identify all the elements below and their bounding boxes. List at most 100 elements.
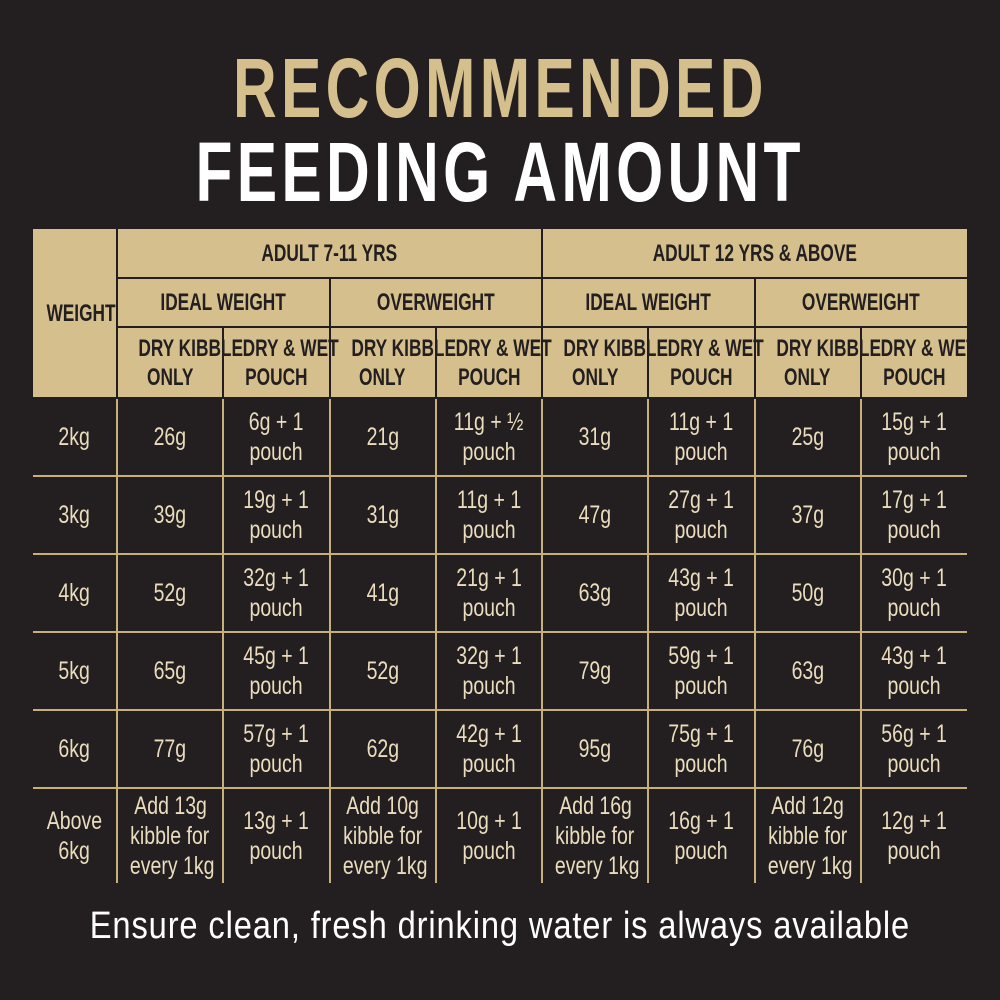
feed-type-header: DRY KIBBLE ONLY: [117, 326, 243, 399]
condition-text: IDEAL WEIGHT: [585, 289, 711, 316]
weight-text: Above: [46, 807, 103, 835]
header-row-condition: IDEAL WEIGHT OVERWEIGHT IDEAL WEIGHT OVERWE…: [33, 277, 968, 328]
header-row-age: WEIGHT ADULT 7-11 YRS ADULT 12 YRS & ABOVE: [33, 229, 968, 399]
feed-type-header: DRY & WET POUCH: [222, 326, 339, 399]
amount-text: 76g: [791, 735, 824, 763]
amount-text: pouch: [462, 837, 516, 865]
amount-text: pouch: [887, 672, 941, 700]
title-line-2: FEEDING AMOUNT: [195, 125, 805, 219]
feed-type-header: DRY & WET POUCH: [859, 326, 976, 399]
amount-text: pouch: [887, 837, 941, 865]
feed-type-text: DRY KIBBLE: [350, 334, 456, 362]
amount-text: pouch: [674, 594, 728, 622]
amount-text: 6g + 1: [248, 408, 304, 436]
amount-cell: Add 13g kibble for every 1kg: [115, 787, 225, 883]
amount-text: 21g + 1: [456, 564, 522, 592]
amount-text: pouch: [249, 594, 303, 622]
weight-text: 2kg: [58, 423, 91, 451]
amount-text: 25g: [791, 423, 824, 451]
amount-cell: 32g + 1 pouch: [222, 553, 331, 633]
amount-text: 45g + 1: [243, 642, 310, 670]
amount-text: 32g + 1: [456, 642, 522, 670]
amount-text: pouch: [887, 594, 941, 622]
amount-cell: Add 16g kibble for every 1kg: [540, 787, 650, 883]
amount-text: 13g + 1: [243, 807, 310, 835]
amount-cell: 17g + 1 pouch: [859, 475, 968, 555]
amount-text: 30g + 1: [881, 564, 948, 592]
weight-text: 5kg: [58, 657, 91, 685]
amount-cell: 63g: [753, 631, 862, 711]
feed-type-text: ONLY: [784, 363, 831, 391]
amount-text: pouch: [462, 750, 516, 778]
age-group-text: ADULT 7-11 YRS: [261, 239, 398, 267]
condition-header: IDEAL WEIGHT: [541, 277, 756, 328]
amount-cell: 26g: [115, 397, 225, 477]
amount-cell: 41g: [328, 553, 437, 633]
amount-text: every 1kg: [342, 852, 427, 880]
amount-text: 43g + 1: [668, 564, 735, 592]
amount-text: 50g: [791, 579, 824, 607]
weight-cell: 6kg: [33, 709, 118, 789]
feed-type-text: DRY KIBBLE: [563, 334, 669, 362]
amount-text: kibble for: [130, 822, 210, 850]
amount-text: every 1kg: [767, 852, 852, 880]
amount-text: kibble for: [343, 822, 423, 850]
feed-type-text: DRY KIBBLE: [775, 334, 881, 362]
amount-text: 43g + 1: [881, 642, 948, 670]
amount-cell: 16g + 1 pouch: [647, 787, 756, 883]
amount-cell: 27g + 1 pouch: [647, 475, 756, 555]
amount-text: 27g + 1: [668, 486, 735, 514]
amount-text: pouch: [249, 438, 303, 466]
footer-note: Ensure clean, fresh drinking water is al…: [0, 905, 1000, 948]
amount-text: 31g: [366, 501, 399, 529]
amount-text: kibble for: [768, 822, 848, 850]
feed-type-text: DRY & WET: [880, 334, 977, 362]
feed-type-text: POUCH: [670, 363, 733, 391]
amount-text: pouch: [674, 837, 728, 865]
title-line-1: RECOMMENDED: [232, 41, 768, 135]
amount-cell: 31g: [328, 475, 437, 555]
amount-cell: 52g: [115, 553, 225, 633]
weight-cell: 3kg: [33, 475, 118, 555]
amount-text: pouch: [887, 438, 941, 466]
amount-cell: 57g + 1 pouch: [222, 709, 331, 789]
amount-text: Add 10g: [346, 792, 419, 820]
weight-text: 6kg: [58, 735, 91, 763]
amount-text: 16g + 1: [668, 807, 735, 835]
amount-cell: 95g: [540, 709, 650, 789]
amount-cell: 63g: [540, 553, 650, 633]
amount-cell: 52g: [328, 631, 437, 711]
amount-cell: 19g + 1 pouch: [222, 475, 331, 555]
amount-text: 19g + 1: [243, 486, 310, 514]
amount-text: pouch: [249, 837, 303, 865]
amount-text: pouch: [462, 438, 516, 466]
title-recommended: RECOMMENDED: [0, 40, 1000, 137]
amount-cell: 47g: [540, 475, 650, 555]
title-feeding-amount: FEEDING AMOUNT: [0, 124, 1000, 221]
weight-text: 6kg: [58, 837, 91, 865]
amount-cell: 77g: [115, 709, 225, 789]
feed-type-header: DRY KIBBLE ONLY: [328, 326, 456, 399]
amount-cell: 75g + 1 pouch: [647, 709, 756, 789]
amount-text: pouch: [674, 438, 728, 466]
amount-text: 62g: [366, 735, 399, 763]
amount-cell: 6g + 1 pouch: [222, 397, 331, 477]
amount-text: 12g + 1: [881, 807, 948, 835]
feed-type-text: ONLY: [146, 363, 194, 391]
amount-text: pouch: [462, 516, 516, 544]
age-group-header: ADULT 12 YRS & ABOVE: [540, 229, 968, 279]
amount-text: pouch: [887, 750, 941, 778]
condition-text: OVERWEIGHT: [376, 289, 495, 316]
amount-cell: 32g + 1 pouch: [434, 631, 544, 711]
amount-text: Add 12g: [771, 792, 844, 820]
amount-cell: 62g: [328, 709, 437, 789]
condition-header: OVERWEIGHT: [328, 277, 543, 328]
amount-cell: 12g + 1 pouch: [859, 787, 968, 883]
feed-type-text: DRY KIBBLE: [138, 334, 244, 362]
condition-text: OVERWEIGHT: [802, 289, 921, 316]
feeding-table: WEIGHT ADULT 7-11 YRS ADULT 12 YRS & ABOVE…: [33, 229, 976, 883]
feed-type-header: DRY KIBBLE ONLY: [753, 326, 881, 399]
table-row: 6kg 77g 57g + 1 pouch 62g 42g + 1 pouch 95g 75g …: [33, 709, 968, 789]
feed-type-header: DRY & WET POUCH: [647, 326, 764, 399]
amount-cell: 25g: [753, 397, 862, 477]
